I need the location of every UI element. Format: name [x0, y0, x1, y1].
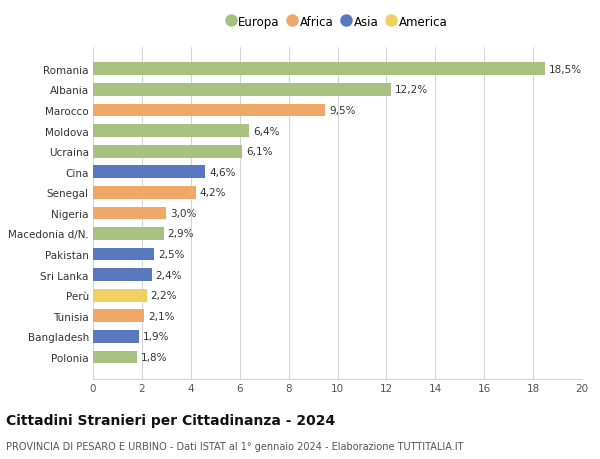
Bar	[93, 186, 196, 199]
Text: 3,0%: 3,0%	[170, 208, 196, 218]
Text: 18,5%: 18,5%	[549, 65, 582, 74]
Bar	[93, 84, 391, 96]
Bar	[93, 228, 164, 241]
Text: Cittadini Stranieri per Cittadinanza - 2024: Cittadini Stranieri per Cittadinanza - 2…	[6, 413, 335, 427]
Bar	[93, 146, 242, 158]
Text: 9,5%: 9,5%	[329, 106, 355, 116]
Bar	[93, 104, 325, 117]
Text: 1,9%: 1,9%	[143, 332, 170, 341]
Text: 2,2%: 2,2%	[151, 291, 177, 301]
Text: 6,4%: 6,4%	[253, 126, 280, 136]
Text: 4,2%: 4,2%	[199, 188, 226, 198]
Text: PROVINCIA DI PESARO E URBINO - Dati ISTAT al 1° gennaio 2024 - Elaborazione TUTT: PROVINCIA DI PESARO E URBINO - Dati ISTA…	[6, 441, 464, 451]
Bar	[93, 330, 139, 343]
Bar	[93, 63, 545, 76]
Text: 2,1%: 2,1%	[148, 311, 175, 321]
Text: 2,9%: 2,9%	[167, 229, 194, 239]
Bar	[93, 248, 154, 261]
Text: 6,1%: 6,1%	[246, 147, 272, 157]
Legend: Europa, Africa, Asia, America: Europa, Africa, Asia, America	[223, 11, 452, 34]
Bar	[93, 166, 205, 179]
Text: 2,4%: 2,4%	[155, 270, 182, 280]
Text: 2,5%: 2,5%	[158, 250, 184, 259]
Text: 1,8%: 1,8%	[140, 353, 167, 362]
Text: 4,6%: 4,6%	[209, 168, 236, 177]
Bar	[93, 269, 152, 281]
Bar	[93, 207, 166, 220]
Bar	[93, 289, 147, 302]
Bar	[93, 351, 137, 364]
Text: 12,2%: 12,2%	[395, 85, 428, 95]
Bar	[93, 125, 250, 138]
Bar	[93, 310, 145, 323]
